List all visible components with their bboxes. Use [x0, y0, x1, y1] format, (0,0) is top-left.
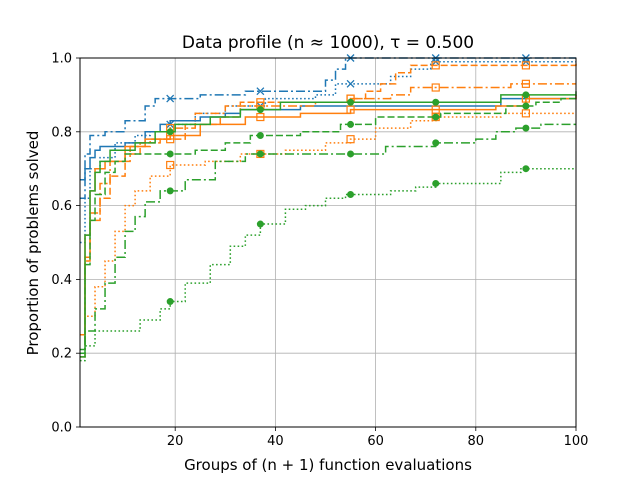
x-tick-label: 60	[367, 434, 384, 449]
circle-marker	[522, 102, 530, 110]
square-marker	[256, 112, 265, 122]
x-tick-label: 80	[468, 434, 485, 449]
circle-marker	[347, 191, 355, 199]
y-tick-label: 0.0	[51, 421, 72, 436]
x-marker	[166, 94, 175, 103]
series-line-green-dashdot	[80, 123, 576, 358]
square-marker	[166, 160, 175, 170]
circle-marker	[166, 128, 174, 136]
square-marker	[346, 135, 355, 144]
y-tick-label: 0.2	[51, 347, 72, 362]
circle-marker	[347, 120, 355, 128]
axes-frame	[79, 57, 577, 428]
circle-marker	[347, 150, 355, 158]
square-marker	[431, 61, 440, 70]
square-marker	[521, 61, 530, 70]
circle-marker	[256, 131, 264, 139]
circle-marker	[522, 165, 530, 173]
series-line-green-dashed	[80, 97, 576, 351]
circle-marker	[166, 150, 174, 158]
series-line-blue-dashdot	[80, 57, 576, 199]
y-tick-label: 1.0	[51, 52, 72, 67]
x-marker	[256, 87, 265, 96]
y-tick-label: 0.8	[51, 125, 72, 140]
circle-marker	[256, 106, 264, 114]
series-green-solid	[80, 91, 577, 354]
circle-marker	[256, 150, 264, 158]
square-marker	[256, 98, 265, 107]
series-green-dashed	[80, 97, 576, 351]
circle-marker	[432, 139, 440, 147]
series-line-green-dotted	[80, 167, 576, 362]
y-tick-label: 0.4	[51, 273, 72, 288]
circle-marker	[432, 113, 440, 121]
x-tick-label: 20	[167, 434, 184, 449]
circle-marker	[166, 187, 174, 195]
axis-ticks: 20 40 60 80 100 0.0 0.2 0.4 0.6 0.8 1.0	[51, 52, 588, 450]
circle-marker	[432, 98, 440, 106]
series-line-blue-solid	[80, 94, 577, 181]
circle-marker	[522, 124, 530, 132]
series-blue-solid	[80, 94, 577, 181]
series-line-orange-dotted	[80, 112, 576, 354]
square-marker	[346, 105, 355, 114]
circle-marker	[522, 91, 530, 99]
series-green-dashdot	[80, 123, 576, 358]
square-marker	[521, 79, 530, 88]
x-marker	[346, 79, 355, 88]
circle-marker	[432, 179, 440, 187]
circle-marker	[256, 220, 264, 228]
square-marker	[521, 109, 530, 118]
y-axis-label: Proportion of problems solved	[24, 131, 42, 356]
series-green-dotted	[80, 165, 576, 362]
square-marker	[431, 83, 440, 92]
chart-title: Data profile (n ≈ 1000), τ = 0.500	[182, 33, 474, 53]
plot-area	[80, 54, 577, 362]
series-line-green-solid	[80, 91, 577, 354]
x-axis-label: Groups of (n + 1) function evaluations	[184, 456, 472, 474]
x-tick-label: 40	[267, 434, 284, 449]
circle-marker	[347, 98, 355, 106]
y-tick-label: 0.6	[51, 199, 72, 214]
circle-marker	[166, 298, 174, 306]
x-tick-label: 100	[564, 434, 589, 449]
square-marker	[166, 135, 175, 144]
